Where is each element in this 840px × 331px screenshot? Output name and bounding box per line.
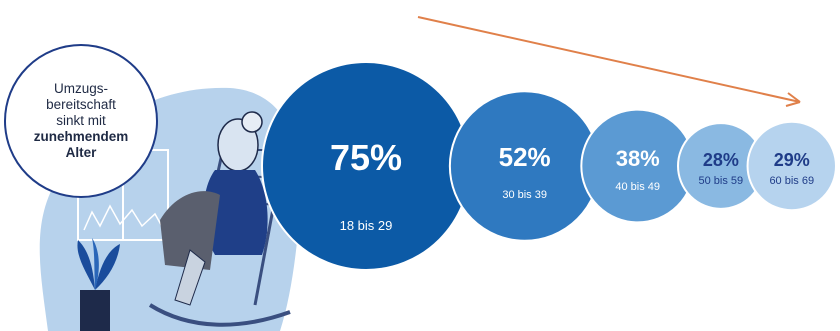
- bubble-60-bis-69: [746, 120, 837, 212]
- callout-bubble: Umzugs- bereitschaft sinkt mit zunehmend…: [4, 44, 158, 198]
- value-label: 28%: [703, 150, 739, 170]
- category-label: 60 bis 69: [769, 175, 814, 187]
- category-label: 40 bis 49: [615, 181, 660, 193]
- callout-line-bold: Alter: [65, 145, 97, 160]
- trend-arrow: [417, 16, 801, 107]
- plant-illustration: [77, 238, 120, 331]
- callout-line: Umzugs-: [53, 81, 108, 96]
- category-label: 50 bis 59: [699, 175, 744, 187]
- callout-line: sinkt mit: [56, 113, 106, 128]
- category-label: 18 bis 29: [340, 218, 393, 233]
- value-label: 52%: [499, 142, 551, 172]
- value-label: 75%: [330, 137, 402, 178]
- value-label: 38%: [616, 146, 660, 171]
- category-label: 30 bis 39: [502, 189, 547, 201]
- person-in-rocking-chair-illustration: [148, 111, 291, 327]
- callout-line: bereitschaft: [46, 97, 116, 112]
- value-label: 29%: [774, 150, 810, 170]
- callout-line-bold: zunehmendem: [33, 129, 129, 144]
- bubble-series: 75% 18 bis 29 52% 30 bis 39 38% 40 bis 49 28% 5…: [261, 61, 837, 271]
